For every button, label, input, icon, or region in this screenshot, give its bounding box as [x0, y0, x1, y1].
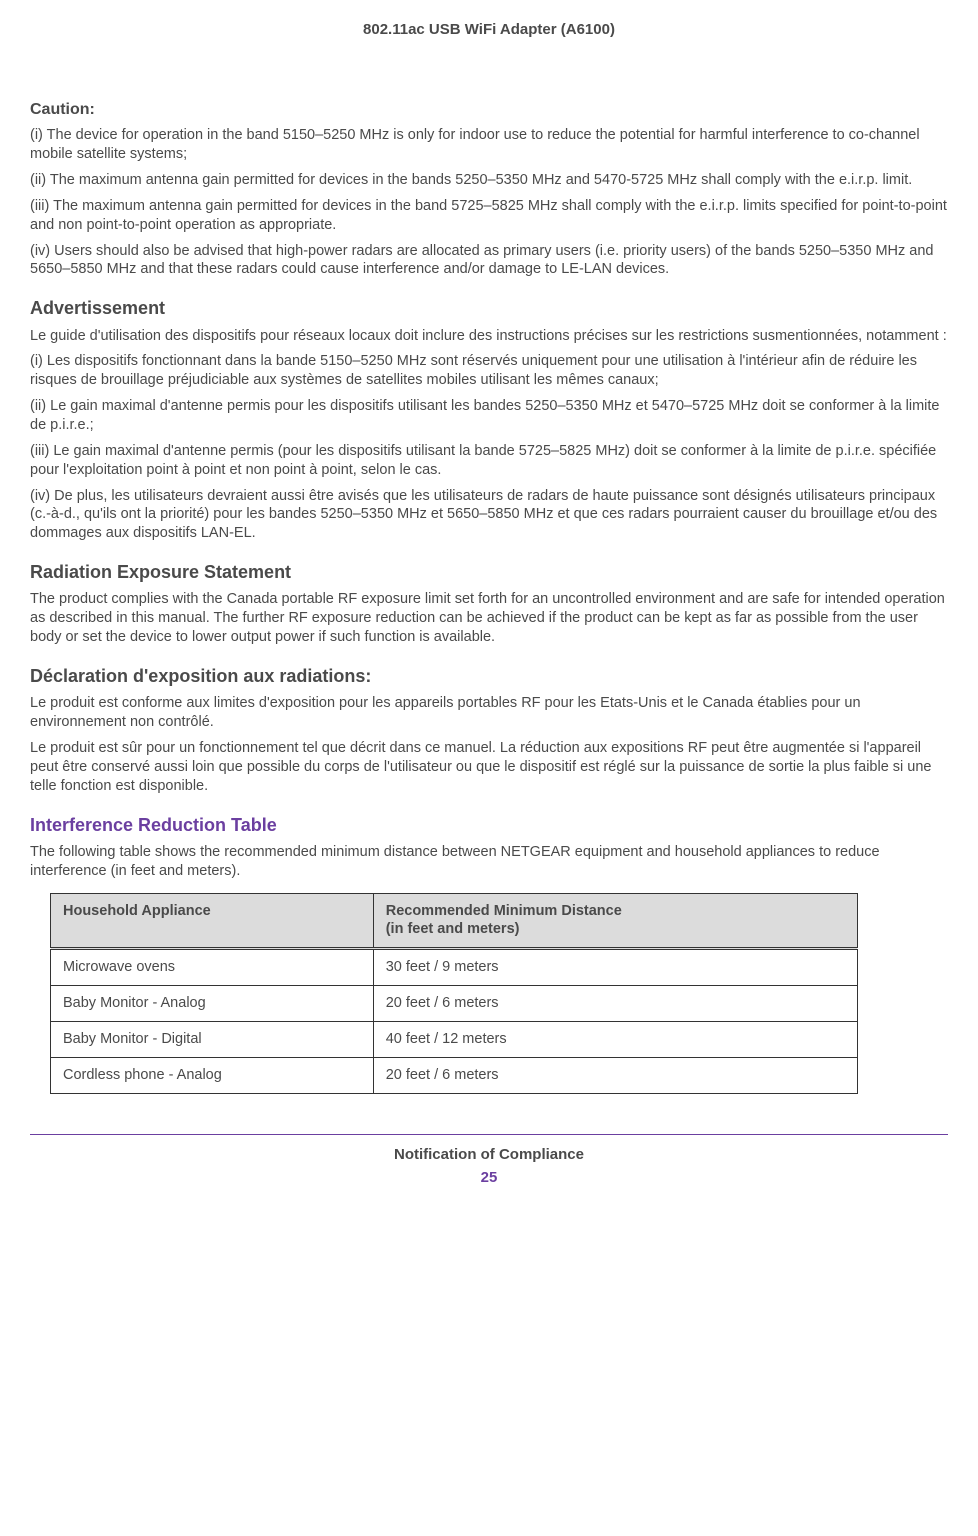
table-cell-distance: 40 feet / 12 meters — [373, 1022, 857, 1058]
table-cell-appliance: Microwave ovens — [51, 949, 374, 986]
advertissement-para-4: (iii) Le gain maximal d'antenne permis (… — [30, 442, 948, 480]
table-cell-distance: 30 feet / 9 meters — [373, 949, 857, 986]
caution-heading: Caution: — [30, 100, 948, 121]
caution-para-2: (ii) The maximum antenna gain permitted … — [30, 171, 948, 190]
footer-divider — [30, 1134, 948, 1135]
footer-text: Notification of Compliance — [30, 1145, 948, 1165]
declaration-para-1: Le produit est conforme aux limites d'ex… — [30, 694, 948, 732]
table-cell-distance: 20 feet / 6 meters — [373, 1057, 857, 1093]
advertissement-para-5: (iv) De plus, les utilisateurs devraient… — [30, 487, 948, 544]
table-row: Microwave ovens 30 feet / 9 meters — [51, 949, 858, 986]
table-row: Cordless phone - Analog 20 feet / 6 mete… — [51, 1057, 858, 1093]
table-header-row: Household Appliance Recommended Minimum … — [51, 893, 858, 949]
caution-para-4: (iv) Users should also be advised that h… — [30, 242, 948, 280]
table-row: Baby Monitor - Analog 20 feet / 6 meters — [51, 986, 858, 1022]
table-row: Baby Monitor - Digital 40 feet / 12 mete… — [51, 1022, 858, 1058]
advertissement-para-3: (ii) Le gain maximal d'antenne permis po… — [30, 397, 948, 435]
table-cell-distance: 20 feet / 6 meters — [373, 986, 857, 1022]
radiation-para-1: The product complies with the Canada por… — [30, 590, 948, 647]
caution-para-3: (iii) The maximum antenna gain permitted… — [30, 197, 948, 235]
interference-intro: The following table shows the recommende… — [30, 843, 948, 881]
interference-table: Household Appliance Recommended Minimum … — [50, 893, 858, 1094]
table-cell-appliance: Baby Monitor - Analog — [51, 986, 374, 1022]
advertissement-para-1: Le guide d'utilisation des dispositifs p… — [30, 327, 948, 346]
document-header: 802.11ac USB WiFi Adapter (A6100) — [30, 20, 948, 40]
declaration-heading: Déclaration d'exposition aux radiations: — [30, 665, 948, 688]
document-title: 802.11ac USB WiFi Adapter (A6100) — [363, 21, 615, 38]
page-number: 25 — [30, 1168, 948, 1188]
caution-para-1: (i) The device for operation in the band… — [30, 126, 948, 164]
table-cell-appliance: Baby Monitor - Digital — [51, 1022, 374, 1058]
declaration-para-2: Le produit est sûr pour un fonctionnemen… — [30, 739, 948, 796]
table-header-distance-line1: Recommended Minimum Distance — [386, 903, 622, 919]
document-footer: Notification of Compliance 25 — [30, 1134, 948, 1188]
table-header-distance-line2: (in feet and meters) — [386, 921, 520, 937]
radiation-heading: Radiation Exposure Statement — [30, 561, 948, 584]
advertissement-para-2: (i) Les dispositifs fonctionnant dans la… — [30, 352, 948, 390]
table-cell-appliance: Cordless phone - Analog — [51, 1057, 374, 1093]
advertissement-heading: Advertissement — [30, 297, 948, 320]
interference-heading: Interference Reduction Table — [30, 814, 948, 837]
table-header-distance: Recommended Minimum Distance (in feet an… — [373, 893, 857, 949]
table-header-appliance: Household Appliance — [51, 893, 374, 949]
